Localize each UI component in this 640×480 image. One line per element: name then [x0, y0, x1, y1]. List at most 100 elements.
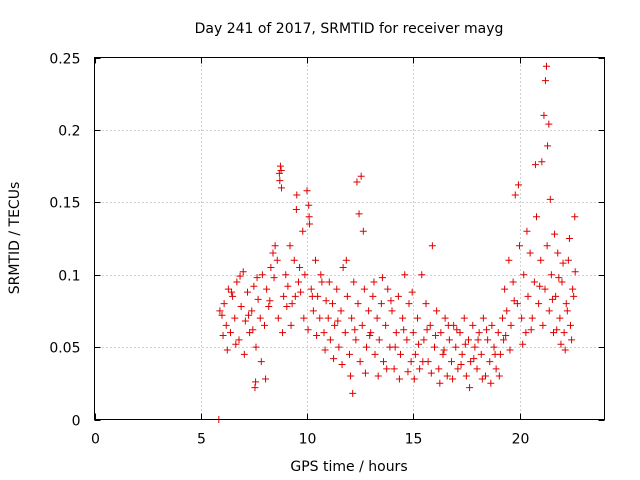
- data-point: [301, 271, 309, 279]
- data-point: [565, 235, 573, 242]
- data-point: [335, 343, 343, 351]
- data-point: [547, 271, 555, 279]
- y-tick-label: 0.15: [49, 196, 80, 212]
- data-point: [448, 358, 455, 366]
- data-point: [439, 350, 447, 358]
- data-point: [513, 300, 521, 308]
- data-point: [401, 271, 409, 279]
- data-point: [369, 292, 377, 300]
- data-point: [435, 365, 443, 373]
- data-point: [273, 256, 281, 264]
- data-point: [241, 317, 249, 325]
- plot-frame: [94, 57, 605, 420]
- data-point: [269, 249, 277, 257]
- data-point: [564, 256, 572, 264]
- data-point: [274, 314, 282, 322]
- data-point: [408, 288, 416, 296]
- data-point: [278, 184, 285, 192]
- data-point: [350, 278, 358, 286]
- data-point: [394, 292, 402, 300]
- data-point: [539, 321, 547, 329]
- data-point: [258, 271, 266, 279]
- data-point: [537, 256, 545, 264]
- data-point: [252, 378, 260, 386]
- data-point: [251, 384, 259, 392]
- data-point: [490, 343, 498, 351]
- data-point: [265, 303, 273, 311]
- data-point: [466, 384, 474, 392]
- data-point: [246, 329, 254, 337]
- data-point: [479, 314, 487, 322]
- data-point: [343, 292, 351, 300]
- data-point: [488, 321, 496, 329]
- data-point: [452, 343, 460, 351]
- data-point: [252, 343, 260, 351]
- data-point: [461, 340, 469, 348]
- data-point: [263, 285, 271, 293]
- data-point: [254, 295, 262, 303]
- data-point: [550, 329, 557, 337]
- data-point: [569, 285, 577, 293]
- data-point: [216, 307, 224, 315]
- data-point: [571, 213, 579, 221]
- data-point: [373, 314, 381, 322]
- data-point: [543, 242, 551, 250]
- data-point: [233, 278, 241, 286]
- data-point: [232, 340, 240, 348]
- data-point: [555, 274, 563, 282]
- data-point: [224, 285, 232, 293]
- data-point: [443, 372, 451, 380]
- data-point: [568, 336, 576, 344]
- data-point: [415, 340, 423, 348]
- data-point: [312, 256, 319, 264]
- data-point: [544, 142, 552, 150]
- data-point: [306, 220, 314, 228]
- data-point: [558, 278, 566, 286]
- grid: [94, 57, 605, 420]
- data-point: [380, 358, 387, 366]
- data-point: [567, 321, 574, 329]
- data-point: [491, 350, 499, 358]
- data-point: [383, 365, 391, 373]
- data-point: [337, 307, 345, 315]
- data-point: [256, 314, 264, 322]
- data-point: [418, 271, 426, 279]
- tick-marks: [94, 57, 605, 421]
- data-point: [316, 314, 324, 322]
- data-point: [444, 321, 452, 329]
- data-point: [325, 278, 333, 286]
- y-tick-label: 0.2: [58, 124, 80, 140]
- data-point: [548, 295, 556, 303]
- data-point: [410, 375, 418, 383]
- data-point: [223, 346, 231, 354]
- data-point: [458, 350, 466, 358]
- data-point: [445, 336, 453, 344]
- data-point: [523, 227, 531, 235]
- data-point: [420, 336, 428, 344]
- data-point: [342, 256, 350, 264]
- data-point: [295, 278, 302, 286]
- x-tick-label: 15: [405, 432, 423, 448]
- data-point: [275, 169, 283, 177]
- data-point: [560, 329, 568, 337]
- data-point: [356, 358, 364, 366]
- data-point: [339, 263, 347, 271]
- data-point: [510, 297, 518, 305]
- data-point: [520, 271, 528, 279]
- data-point: [317, 271, 325, 279]
- data-point: [244, 288, 251, 296]
- data-point: [262, 375, 270, 383]
- data-point: [474, 336, 482, 344]
- data-point: [470, 355, 478, 363]
- data-point: [473, 365, 481, 373]
- data-point: [347, 372, 355, 380]
- data-point: [471, 343, 479, 351]
- data-point: [296, 263, 304, 271]
- data-point: [391, 343, 399, 351]
- data-point: [290, 256, 298, 264]
- data-point: [559, 259, 567, 267]
- data-point: [454, 365, 462, 373]
- data-point: [492, 365, 500, 373]
- data-point: [477, 350, 485, 358]
- data-point: [483, 326, 491, 334]
